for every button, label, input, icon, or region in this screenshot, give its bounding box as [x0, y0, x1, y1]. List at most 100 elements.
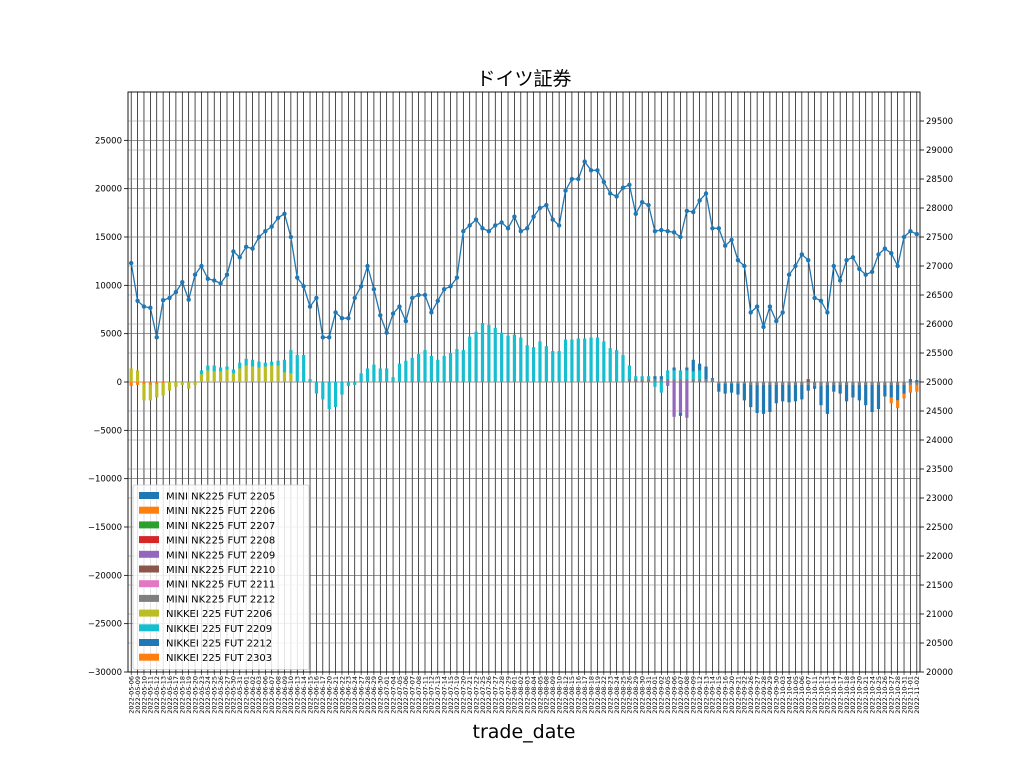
- bar: [800, 384, 804, 400]
- bar: [672, 382, 676, 417]
- bar: [461, 350, 465, 382]
- price-point: [486, 229, 492, 234]
- bar: [219, 367, 223, 372]
- bar: [698, 363, 702, 371]
- legend-swatch: [139, 580, 159, 588]
- bar: [627, 365, 631, 380]
- x-tick-label: 2022-09-12: [696, 676, 704, 714]
- price-point: [518, 229, 524, 234]
- bar: [736, 382, 740, 384]
- bar: [212, 371, 216, 382]
- bar: [206, 370, 210, 382]
- x-tick-label: 2022-07-05: [396, 676, 404, 714]
- price-point: [473, 217, 479, 222]
- x-tick-label: 2022-08-12: [562, 676, 570, 714]
- bar: [915, 384, 919, 392]
- price-point: [224, 272, 230, 277]
- bar: [129, 382, 133, 386]
- price-point: [678, 234, 683, 240]
- price-point: [128, 260, 134, 266]
- bar: [915, 382, 919, 385]
- bar: [851, 384, 855, 398]
- bar: [889, 397, 893, 404]
- bar: [666, 379, 670, 382]
- bar: [672, 370, 676, 380]
- bar: [180, 382, 184, 385]
- bar: [908, 382, 913, 385]
- x-tick-label: 2022-10-14: [830, 676, 838, 714]
- bar: [167, 382, 172, 391]
- bar: [257, 361, 261, 368]
- x-tick-label: 2022-06-13: [294, 676, 302, 714]
- price-point: [646, 202, 651, 208]
- x-tick-label: 2022-06-06: [262, 676, 270, 714]
- price-point: [697, 198, 702, 203]
- bar: [506, 335, 510, 382]
- bar: [691, 371, 695, 380]
- x-tick-label: 2022-09-01: [651, 676, 659, 714]
- legend-item: NIKKEI 225 FUT 2303: [139, 653, 272, 664]
- x-tick-label: 2022-05-27: [223, 676, 231, 714]
- bar: [276, 360, 280, 366]
- bar: [302, 354, 306, 382]
- x-axis-title: trade_date: [473, 721, 576, 743]
- bar: [915, 380, 919, 382]
- right-tick-label: 21000: [926, 610, 953, 620]
- bar: [602, 341, 606, 382]
- price-point: [410, 295, 415, 301]
- bar-series: [889, 384, 919, 409]
- price-point: [416, 292, 421, 298]
- bar: [685, 370, 689, 380]
- x-tick-label: 2022-05-09: [134, 676, 142, 714]
- bar: [448, 353, 453, 382]
- right-tick-label: 26000: [926, 320, 953, 330]
- bar: [729, 383, 734, 393]
- bars-layer: [129, 323, 919, 418]
- right-tick-label: 22500: [926, 523, 953, 533]
- x-tick-label: 2022-09-06: [670, 676, 678, 714]
- x-tick-label: 2022-10-24: [868, 676, 876, 714]
- price-point: [212, 278, 217, 283]
- bar: [231, 369, 235, 374]
- bar: [270, 361, 274, 366]
- bar: [289, 350, 293, 374]
- bar: [774, 384, 778, 404]
- bar: [365, 368, 370, 382]
- price-point: [397, 304, 402, 309]
- x-tick-label: 2022-08-24: [613, 676, 621, 714]
- bar: [391, 377, 395, 382]
- bar: [672, 367, 676, 371]
- bar: [525, 345, 529, 382]
- x-tick-label: 2022-07-25: [479, 676, 487, 714]
- x-tick-label: 2022-09-16: [721, 676, 729, 714]
- bar: [698, 379, 702, 382]
- left-tick-label: −25000: [88, 620, 122, 630]
- price-point: [505, 226, 511, 231]
- price-point: [173, 289, 179, 295]
- bar: [832, 382, 836, 385]
- right-tick-label: 21500: [926, 581, 953, 591]
- left-tick-label: −15000: [88, 523, 122, 533]
- bar: [717, 382, 721, 384]
- x-tick-label: 2022-07-28: [498, 676, 506, 714]
- right-tick-label: 23500: [926, 465, 953, 475]
- price-point: [608, 191, 613, 196]
- price-point: [799, 252, 805, 257]
- price-point: [180, 280, 185, 285]
- legend-label: MINI NK225 FUT 2209: [166, 550, 275, 561]
- price-point: [218, 281, 223, 286]
- x-tick-label: 2022-08-08: [543, 676, 551, 714]
- bar: [678, 379, 683, 382]
- x-tick-label: 2022-09-09: [690, 676, 698, 714]
- bar: [385, 368, 389, 382]
- bar: [142, 382, 146, 384]
- bar: [429, 355, 433, 382]
- price-point: [141, 304, 147, 309]
- right-tick-label: 29000: [926, 146, 953, 156]
- right-tick-label: 25500: [926, 349, 953, 359]
- price-point: [269, 224, 274, 229]
- legend-swatch: [139, 536, 159, 544]
- x-tick-label: 2022-10-07: [805, 676, 813, 714]
- price-point: [263, 229, 268, 234]
- price-point: [192, 272, 198, 277]
